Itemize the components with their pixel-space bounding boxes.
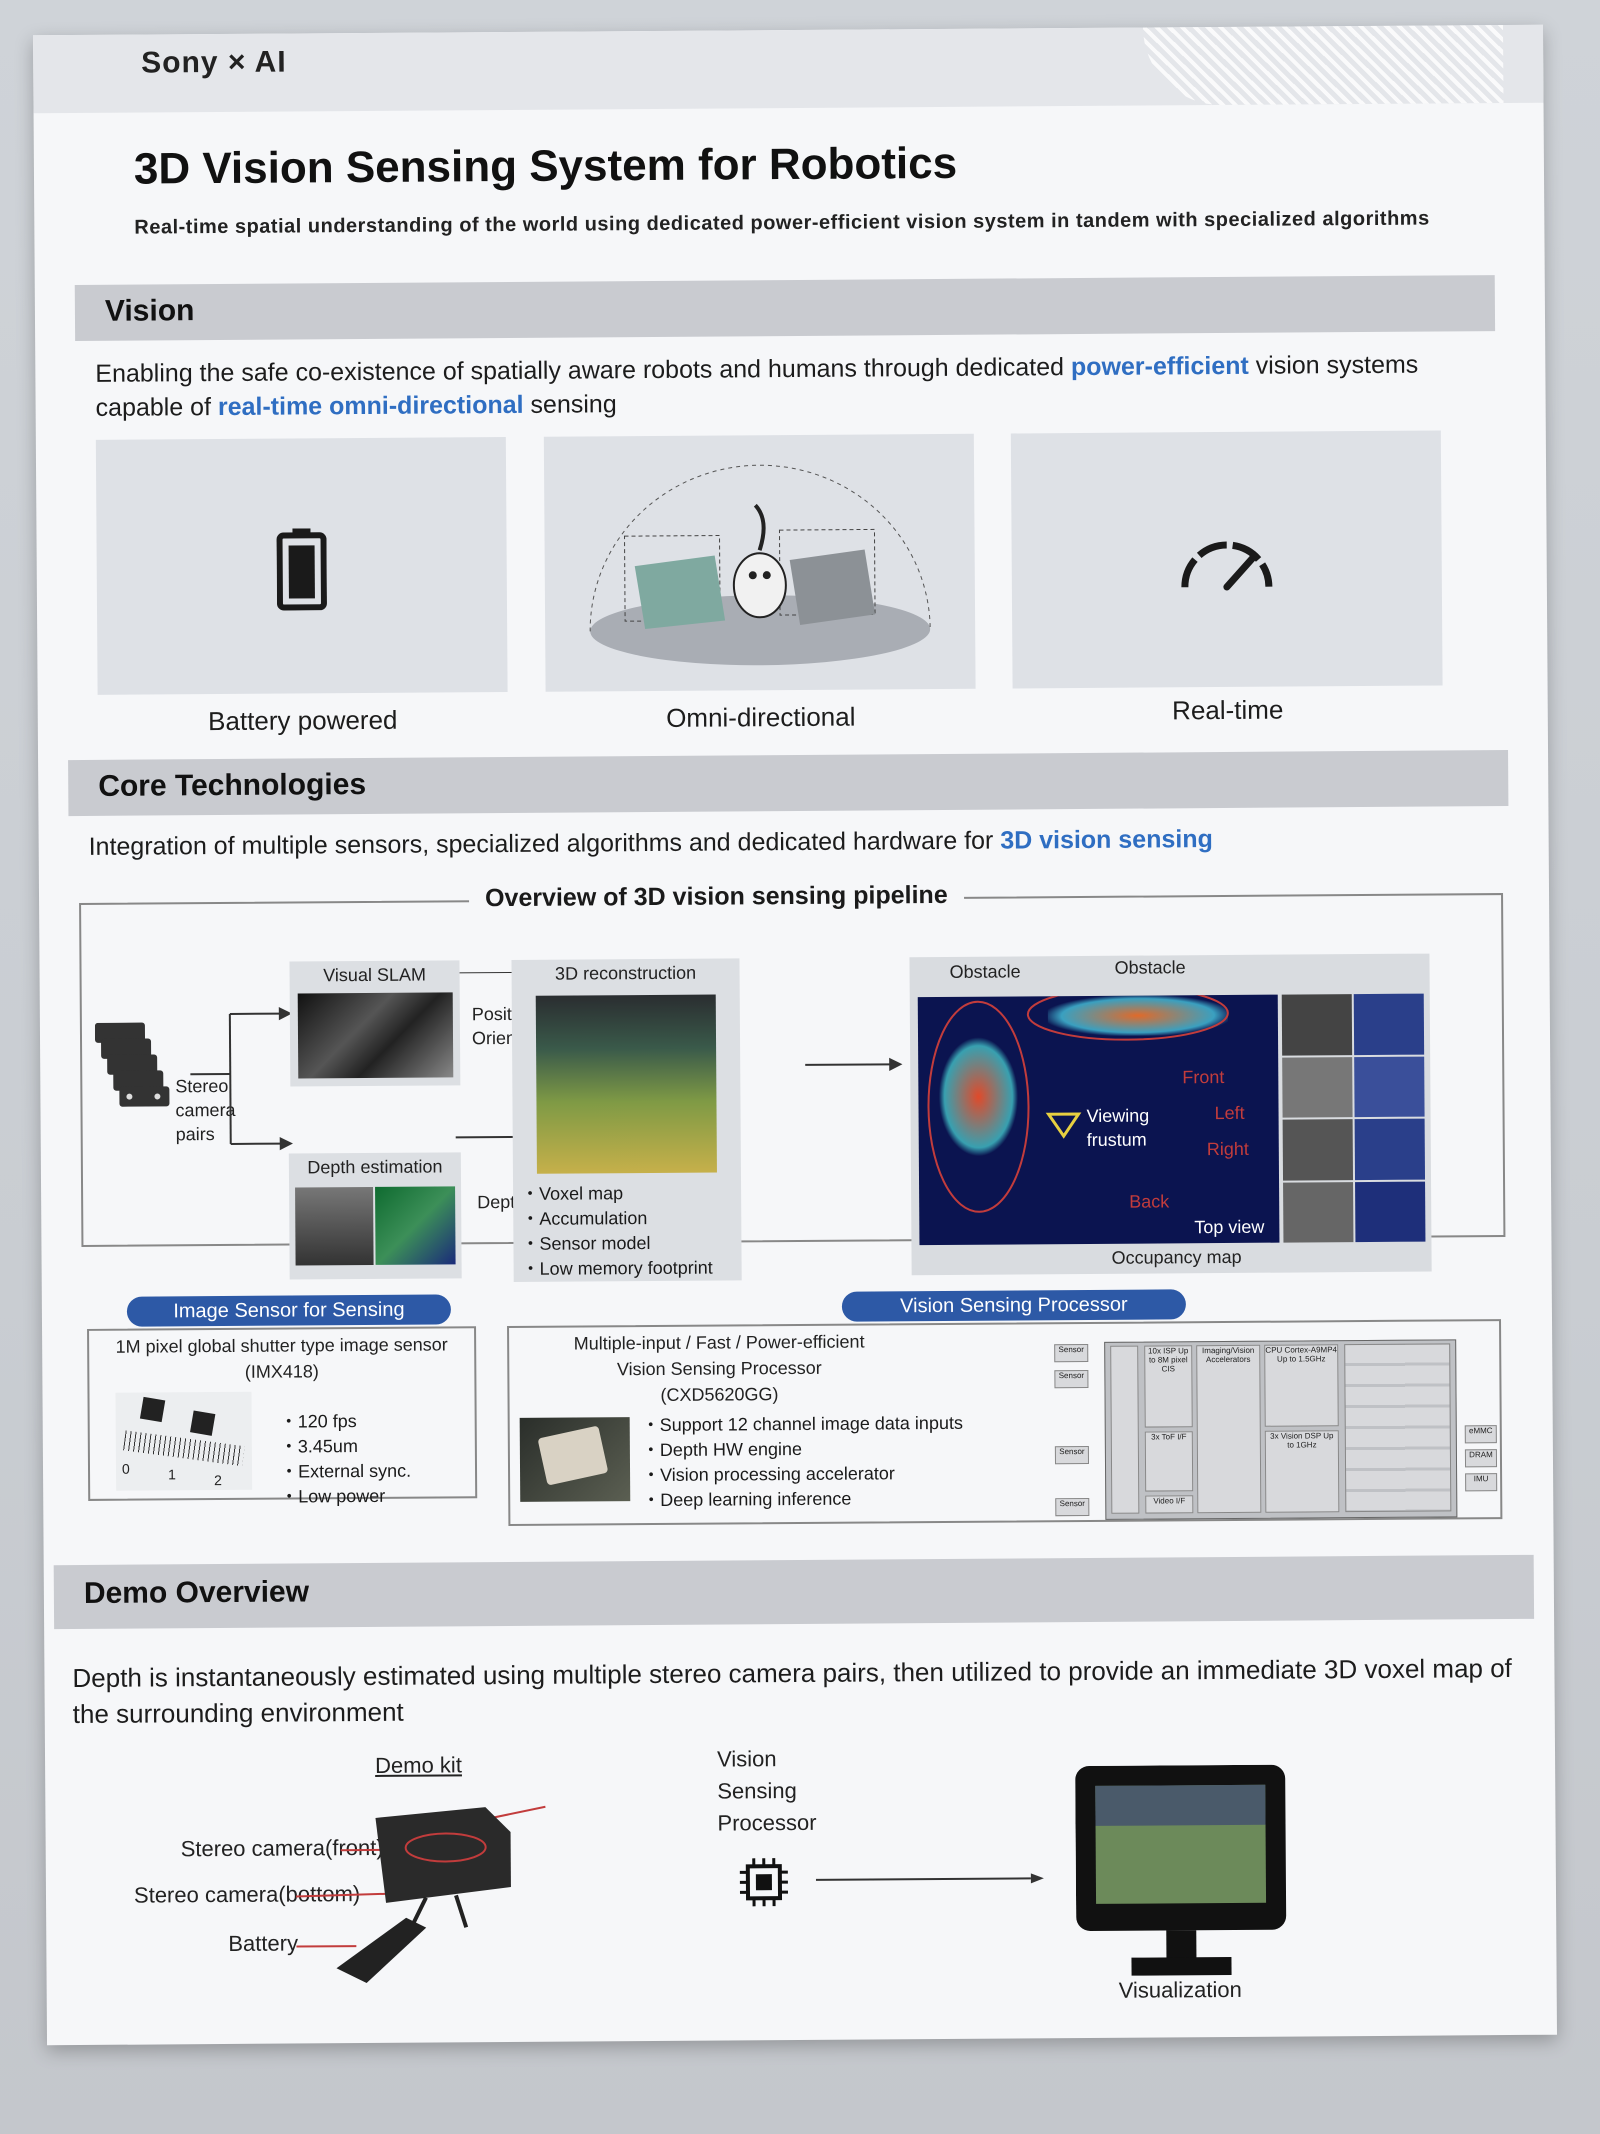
card-label-omni: Omni-directional	[666, 701, 856, 733]
top-view-label: Top view	[1194, 1216, 1265, 1238]
battery-card	[95, 437, 508, 695]
section-demo: Demo Overview	[53, 1554, 1535, 1630]
vsp-label-1: Vision	[716, 1746, 777, 1772]
depth-estimation-label: Depth estimation	[307, 1156, 443, 1178]
right-label: Right	[1206, 1138, 1249, 1160]
processor-box: Multiple-input / Fast / Power-efficient …	[507, 1319, 1503, 1527]
vision-lead: Enabling the safe co-existence of spatia…	[95, 350, 1419, 422]
processor-bullets: Support 12 channel image data inputs Dep…	[642, 1411, 964, 1513]
sensor-desc-2: (IMX418)	[244, 1361, 319, 1382]
omni-dome-illustration	[589, 464, 931, 666]
visual-slam-panel: Visual SLAM	[289, 960, 461, 1087]
reconstruction-panel: 3D reconstruction Voxel map Accumulation…	[511, 958, 742, 1282]
processor-desc-1: Multiple-input / Fast / Power-efficient	[573, 1331, 865, 1354]
battery-icon	[276, 528, 327, 611]
brand-logo: Sony × AI	[141, 45, 287, 80]
image-sensor-box: 1M pixel global shutter type image senso…	[87, 1326, 478, 1506]
camera-views-grid	[1281, 993, 1426, 1243]
depth-gray-image	[295, 1186, 374, 1266]
sensor-desc-1: 1M pixel global shutter type image senso…	[115, 1334, 448, 1357]
left-label: Left	[1214, 1102, 1245, 1124]
demo-kit-label: Demo kit	[375, 1752, 462, 1778]
section-heading: Core Technologies	[98, 767, 367, 803]
image-sensor-pill: Image Sensor for Sensing	[126, 1294, 452, 1327]
stereo-camera-icon	[94, 1022, 170, 1107]
poster-title: 3D Vision Sensing System for Robotics	[133, 138, 958, 194]
obstacle-label-top: Obstacle	[1114, 957, 1186, 978]
visualization-label: Visualization	[1118, 1976, 1242, 2003]
top-bar: Sony × AI	[33, 24, 1544, 114]
back-label: Back	[1129, 1191, 1170, 1212]
processor-chip-icon	[739, 1858, 788, 1907]
poster: Sony × AI 3D Vision Sensing System for R…	[33, 24, 1557, 2046]
reconstruction-label: 3D reconstruction	[554, 962, 697, 984]
section-heading: Demo Overview	[83, 1575, 310, 1610]
visual-slam-label: Visual SLAM	[323, 964, 426, 986]
occupancy-map-image: Viewing frustum Front Left Right Back To…	[917, 994, 1280, 1246]
obstacle-label-left: Obstacle	[949, 961, 1021, 982]
monitor-icon	[1075, 1764, 1287, 1976]
realtime-card	[1010, 430, 1443, 689]
sensor-chip-image: 0 1 2	[115, 1391, 253, 1491]
core-lead: Integration of multiple sensors, special…	[88, 825, 1213, 861]
vsp-label-3: Processor	[717, 1809, 817, 1836]
voxel-map-image	[535, 994, 717, 1174]
section-vision: Vision	[74, 275, 1496, 342]
processor-pill: Vision Sensing Processor	[841, 1289, 1186, 1322]
pipeline-title: Overview of 3D vision sensing pipeline	[468, 880, 964, 914]
ruler-icon	[123, 1430, 245, 1467]
depth-color-image	[375, 1186, 456, 1265]
processor-desc-2: Vision Sensing Processor	[616, 1357, 822, 1380]
sensor-bullets: 120 fps 3.45um External sync. Low power	[280, 1409, 412, 1510]
visual-slam-image	[297, 992, 454, 1079]
front-label: Front	[1182, 1067, 1225, 1088]
occupancy-map-label: Occupancy map	[1111, 1246, 1242, 1268]
speedometer-icon	[1181, 541, 1273, 591]
section-heading: Vision	[104, 294, 195, 328]
processor-block-diagram: Sensor Sensor Sensor Sensor 10x ISP Up t…	[1054, 1339, 1498, 1520]
reconstruction-bullets: Voxel map Accumulation Sensor model Low …	[521, 1181, 713, 1282]
occupancy-panel: Obstacle Obstacle Viewing frustum Front …	[909, 953, 1432, 1276]
card-label-realtime: Real-time	[1172, 694, 1284, 726]
section-core: Core Technologies	[68, 750, 1509, 817]
demo-arrow	[815, 1873, 1044, 1884]
card-label-battery: Battery powered	[208, 704, 398, 737]
omni-card	[543, 433, 976, 692]
viewing-label: Viewing	[1086, 1105, 1150, 1126]
demo-lead: Depth is instantaneously estimated using…	[72, 1653, 1512, 1730]
processor-desc-3: (CXD5620GG)	[660, 1384, 779, 1405]
depth-estimation-panel: Depth estimation	[288, 1152, 462, 1280]
poster-subtitle: Real-time spatial understanding of the w…	[134, 207, 1430, 239]
processor-chip-image	[519, 1417, 631, 1502]
demo-kit-illustration	[295, 1805, 546, 1984]
obstacle-outlines	[927, 994, 1229, 1213]
decorative-hatch	[1142, 25, 1504, 106]
vsp-label-2: Sensing	[717, 1778, 797, 1804]
battery-label: Battery	[228, 1930, 299, 1956]
frustum-label: frustum	[1086, 1129, 1147, 1150]
